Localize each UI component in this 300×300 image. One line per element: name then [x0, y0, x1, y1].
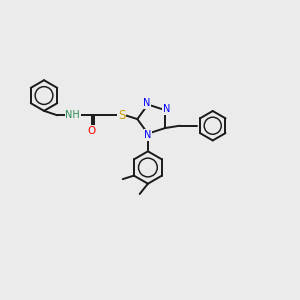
Text: S: S [118, 109, 125, 122]
Text: NH: NH [65, 110, 80, 120]
Text: N: N [143, 98, 150, 108]
Text: N: N [163, 104, 170, 114]
Text: O: O [88, 126, 96, 136]
Text: N: N [144, 130, 152, 140]
